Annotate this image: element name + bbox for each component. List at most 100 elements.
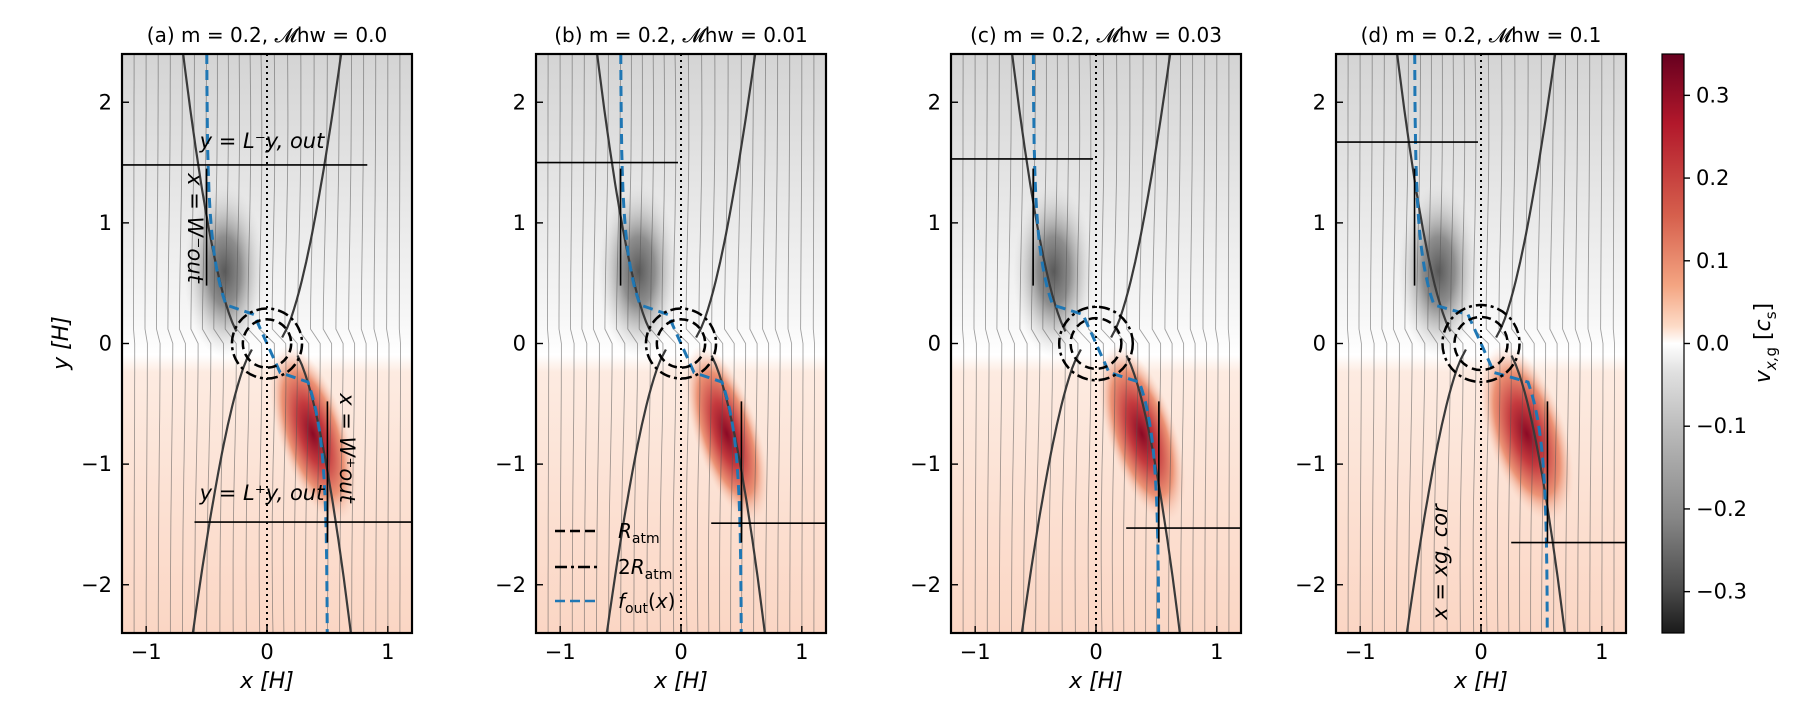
annotation-y-minus: y = L⁻y, out [199,129,325,153]
x-tick-label: 0 [260,640,273,664]
y-tick-label: 0 [928,332,941,356]
annotation-x-cor: x = xg, cor [1428,503,1452,621]
field-positive-lobe [1098,345,1186,523]
streamline [581,54,588,633]
x-tick-label: 0 [1089,640,1102,664]
streamline [1076,54,1092,633]
colorbar-label: vx,g [cs] [1751,303,1780,383]
x-tick-label: 1 [1595,640,1608,664]
y-tick-label: −2 [81,573,112,597]
streamline [190,54,199,633]
streamline [1498,54,1512,633]
streamline [1358,54,1362,633]
streamline [996,54,1003,633]
y-tick-label: −2 [910,573,941,597]
streamline [335,54,344,633]
x-tick-label: 1 [381,640,394,664]
streamline [398,54,401,633]
streamline [178,54,186,633]
streamline [271,54,287,633]
colorbar-gradient [1661,53,1685,634]
x-tick-label: 0 [674,640,687,664]
streamline [144,54,148,633]
ratm-circle [241,318,293,369]
streamline [167,54,174,633]
streamline [1100,54,1116,633]
annotation-x-plus: x = W⁺out [335,392,359,503]
streamline [1019,54,1028,633]
x-tick-label: −1 [1345,640,1376,664]
streamline [592,54,600,633]
streamline [133,54,136,633]
streamline [386,54,390,633]
2ratm-circle [230,307,304,380]
horseshoe-boundary-upper [1396,54,1452,332]
field-positive-lobe [1479,345,1575,523]
streamline [762,54,770,633]
streamline [1177,54,1185,633]
colorbar-tick-label: 0.2 [1696,166,1729,190]
streamline [1347,54,1350,633]
x-tick-label: 0 [1474,640,1487,664]
streamline [1215,54,1219,633]
streamline [800,54,804,633]
colorbar-tick-label: 0.0 [1696,332,1729,356]
streamline [787,54,793,633]
streamline [1404,54,1413,633]
streamline [661,54,677,633]
streamline [1472,54,1490,633]
streamline [1461,54,1477,633]
ratm-circle [655,318,707,369]
x-tick-label: 1 [795,640,808,664]
streamline [156,54,161,633]
colorbar-tick-label: −0.3 [1696,580,1747,604]
y-tick-label: 1 [513,211,526,235]
colorbar-tick-label: −0.2 [1696,497,1747,521]
separatrix-lower [191,348,253,633]
x-axis-label: x [H] [1453,669,1508,694]
x-tick-label: −1 [131,640,162,664]
streamline [985,54,990,633]
streamline [1612,54,1615,633]
y-tick-label: 0 [1313,332,1326,356]
legend: Ratm 2Ratm fout(x) [555,519,675,617]
streamline [1562,54,1570,633]
streamline [1227,54,1230,633]
streamline [724,54,735,633]
panel-plot-area [536,54,826,633]
streamline [1065,54,1079,633]
panel-c: −1 0 1 −2 −1 0 1 2 x [H] (c) m = 0.2, 𝓜hw = 0.03 [910,23,1243,694]
streamline [749,54,758,633]
streamline [297,54,310,633]
streamline [1042,54,1053,633]
y-tick-label: −1 [495,452,526,476]
separatrix-lower [1020,348,1082,633]
separatrix-upper [1110,54,1172,339]
streamline [236,54,250,633]
streamline [558,54,562,633]
field-positive-lobe [269,345,357,523]
streamline [685,54,701,633]
field-positive-lobe [684,345,770,523]
streamline [1511,54,1524,633]
streamline [1370,54,1375,633]
x-tick-label: 1 [1210,640,1223,664]
y-tick-label: 2 [513,90,526,114]
horseshoe-boundary-lower [1125,355,1181,633]
colorbar-tick-label: 0.1 [1696,249,1729,273]
streamline [570,54,575,633]
separatrix-upper [695,54,757,339]
streamline [638,54,651,633]
streamline [247,54,263,633]
2ratm-circle [1441,303,1521,384]
x-axis-label: x [H] [653,669,708,694]
y-tick-label: 0 [99,332,112,356]
streamline [698,54,712,633]
streamline [1438,54,1451,633]
x-axis-label: x [H] [239,669,294,694]
streamline [547,54,550,633]
streamline [1524,54,1535,633]
separatrix-upper [1495,54,1557,339]
field-negative-lobe [1013,184,1095,358]
